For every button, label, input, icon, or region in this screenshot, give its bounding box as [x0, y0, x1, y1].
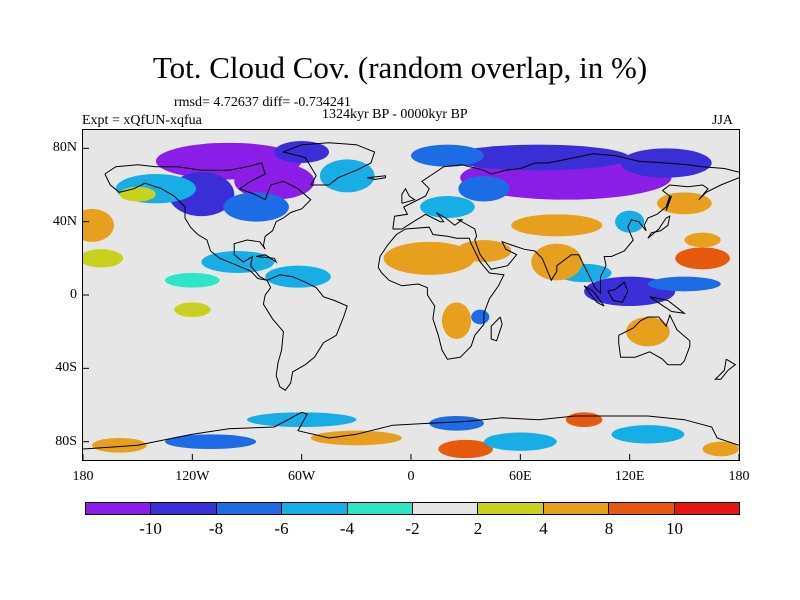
colorbar-swatch — [609, 503, 675, 514]
anomaly-patch — [531, 243, 583, 281]
anomaly-patch — [319, 159, 375, 193]
anomaly-patch — [420, 196, 475, 218]
anomaly-patch — [471, 309, 490, 325]
colorbar-label: 10 — [666, 519, 683, 538]
anomaly-patch — [626, 317, 670, 347]
lat-tick-label: 0 — [70, 287, 77, 302]
colorbar-label: -2 — [405, 519, 420, 538]
coastline — [256, 254, 278, 264]
anomaly-patch — [511, 214, 603, 237]
colorbar-swatch — [347, 503, 414, 514]
colorbar-label: 8 — [604, 519, 614, 538]
lat-tick-label: 40N — [52, 213, 77, 229]
colorbar-label: -8 — [208, 519, 224, 538]
anomaly-patch — [456, 240, 512, 262]
anomaly-patch — [684, 232, 721, 248]
anomaly-patch — [383, 241, 475, 275]
anomaly-patch — [165, 273, 220, 288]
coastline — [714, 358, 737, 380]
colorbar-label: 2 — [473, 519, 483, 538]
colorbar-label: 4 — [539, 519, 548, 538]
coastline — [665, 195, 673, 211]
anomaly-patch — [429, 416, 484, 431]
anomaly-patch — [274, 141, 329, 163]
anomaly-patch — [675, 247, 730, 270]
coastline — [281, 142, 376, 186]
map-plot — [82, 129, 740, 461]
colorbar-swatch — [674, 503, 740, 514]
coastline — [377, 226, 505, 360]
lon-tick-label: 60W — [288, 469, 316, 484]
colorbar-swatch — [151, 503, 217, 514]
lon-tick-label: 0 — [407, 469, 415, 484]
lon-tick-label: 180 — [728, 469, 750, 484]
coastline — [583, 285, 605, 307]
coastline — [392, 177, 739, 295]
anomaly-patch — [92, 438, 147, 453]
map-title: Tot. Cloud Cov. (random overlap, in %) — [152, 50, 648, 85]
anomaly-patch — [234, 163, 315, 200]
period-text: 1324kyr BP - 0000kyr BP — [322, 107, 468, 122]
coastline — [401, 187, 416, 204]
season-text: JJA — [712, 113, 734, 128]
lat-tick-label: 40S — [55, 360, 77, 376]
coastline — [392, 153, 739, 230]
stats-text: rmsd= 4.72637 diff= -0.734241 — [174, 95, 351, 110]
coastline — [367, 175, 386, 181]
colorbar-swatch — [282, 503, 348, 514]
anomaly-patch — [223, 192, 289, 222]
lat-tick-label: 80N — [52, 140, 77, 156]
colorbar-swatch — [216, 503, 283, 514]
colorbar-label: -10 — [139, 519, 162, 538]
experiment-text: Expt = xQfUN-xqfua — [82, 113, 202, 128]
anomaly-patch — [165, 434, 257, 449]
anomaly-patch — [201, 251, 275, 273]
lon-tick-label: 120E — [614, 469, 645, 484]
map-canvas — [83, 141, 739, 460]
anomaly-patch — [83, 249, 124, 268]
anomaly-patch — [411, 144, 484, 167]
colorbar-label: -4 — [339, 519, 355, 538]
anomaly-patch — [265, 265, 331, 288]
coastline — [262, 274, 348, 391]
lon-tick-label: 60E — [509, 469, 532, 484]
anomaly-patch — [458, 175, 510, 202]
colorbar-swatch — [86, 503, 152, 514]
anomaly-patch — [615, 210, 645, 233]
coastline — [607, 281, 629, 303]
coastline — [490, 316, 503, 342]
coastline — [104, 162, 312, 281]
colorbar-swatch — [478, 503, 544, 514]
anomaly-field-layer — [83, 141, 739, 459]
anomaly-patch — [483, 432, 557, 451]
anomaly-patch — [247, 412, 357, 427]
coastline-layer — [83, 142, 739, 450]
lon-tick-label: 120W — [175, 469, 210, 484]
colorbar — [85, 502, 740, 515]
lat-tick-label: 80S — [55, 433, 77, 449]
colorbar-swatch — [413, 503, 479, 514]
anomaly-patch — [647, 276, 721, 292]
anomaly-patch — [441, 302, 472, 339]
anomaly-patch — [447, 144, 630, 171]
lon-tick-label: 180 — [72, 469, 94, 484]
colorbar-swatch — [543, 503, 610, 514]
anomaly-patch — [310, 430, 402, 446]
anomaly-patch — [119, 186, 156, 202]
coastline — [618, 313, 691, 366]
anomaly-patch — [565, 412, 603, 427]
colorbar-label: -6 — [274, 519, 289, 538]
anomaly-patch — [702, 441, 739, 457]
anomaly-patch — [174, 302, 211, 317]
anomaly-patch — [611, 425, 685, 444]
coastline — [83, 411, 739, 450]
coastline — [647, 215, 671, 239]
anomaly-patch — [83, 208, 114, 242]
coastline — [649, 296, 687, 315]
anomaly-patch — [438, 439, 493, 459]
